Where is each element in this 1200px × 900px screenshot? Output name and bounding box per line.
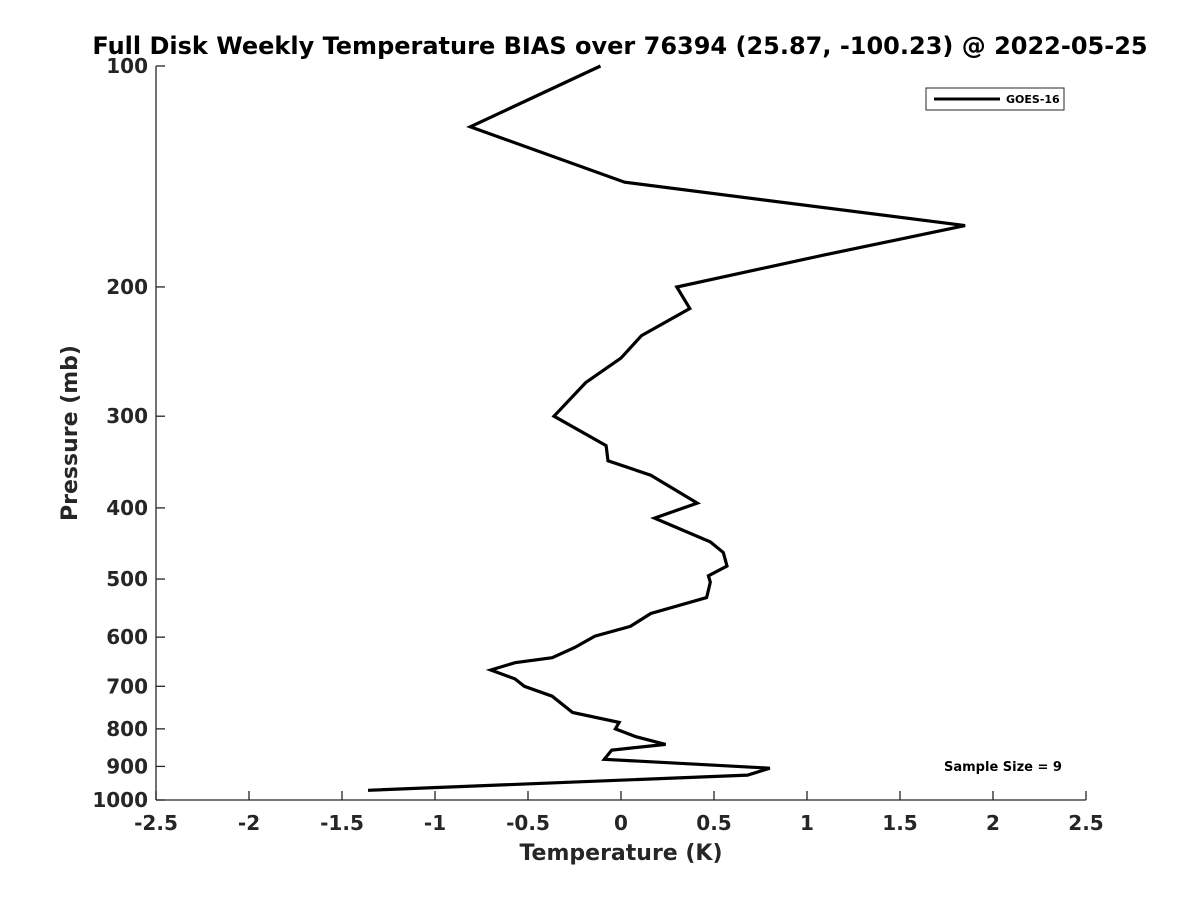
x-axis-ticks: -2.5 -2 -1.5 -1 -0.5 0 0.5 1 1.5 2 2.5 — [134, 791, 1104, 835]
y-tick-label: 900 — [106, 754, 148, 778]
x-tick-label: 1 — [800, 811, 814, 835]
y-tick-label: 200 — [106, 275, 148, 299]
y-tick-label: 400 — [106, 496, 148, 520]
x-tick-label: -0.5 — [506, 811, 550, 835]
x-axis-label: Temperature (K) — [519, 841, 722, 866]
series-layer — [367, 64, 966, 792]
y-tick-label: 1000 — [92, 788, 148, 812]
x-tick-label: 0 — [614, 811, 628, 835]
x-tick-label: 0.5 — [696, 811, 731, 835]
y-tick-label: 100 — [106, 54, 148, 78]
y-tick-label: 700 — [106, 674, 148, 698]
chart-title: Full Disk Weekly Temperature BIAS over 7… — [92, 32, 1147, 60]
y-tick-label: 800 — [106, 717, 148, 741]
x-tick-label: -1.5 — [320, 811, 364, 835]
x-tick-label: 2.5 — [1068, 811, 1103, 835]
legend: GOES-16 — [925, 87, 1065, 111]
y-tick-label: 300 — [106, 404, 148, 428]
series-line-goes-16 — [367, 64, 966, 792]
y-axis-label: Pressure (mb) — [58, 345, 83, 521]
y-tick-label: 600 — [106, 625, 148, 649]
x-tick-label: 2 — [986, 811, 1000, 835]
axes-frame — [155, 66, 1086, 801]
x-tick-label: -2 — [238, 811, 260, 835]
legend-label-goes-16: GOES-16 — [1006, 93, 1060, 106]
x-tick-label: -2.5 — [134, 811, 178, 835]
x-tick-label: 1.5 — [882, 811, 917, 835]
y-axis-ticks: 100 200 300 400 500 600 700 800 900 1000 — [92, 54, 165, 812]
x-tick-label: -1 — [424, 811, 446, 835]
y-tick-label: 500 — [106, 567, 148, 591]
sample-size-annotation: Sample Size = 9 — [944, 760, 1062, 775]
